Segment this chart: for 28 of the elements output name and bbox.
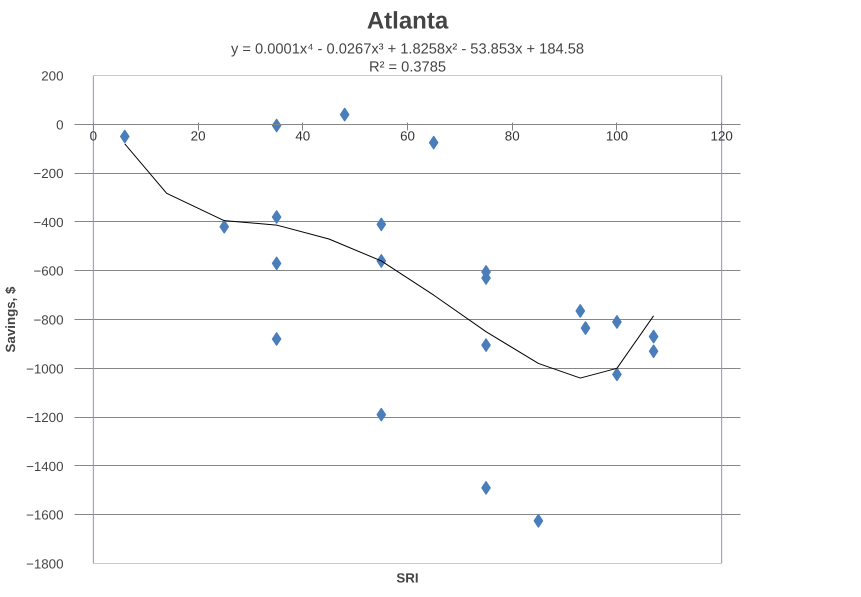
x-tick-label: 40 [295, 128, 310, 144]
point [340, 108, 350, 122]
y-tick-label: −200 [33, 166, 64, 182]
text: R² = 0.3785 [369, 60, 446, 76]
x-tick-label: 80 [504, 128, 520, 144]
y-tick-label: 200 [41, 68, 64, 84]
point [428, 136, 439, 150]
y-tick-label: −1600 [26, 508, 64, 523]
chart-title: Atlanta [366, 8, 449, 34]
y-tick-label: −1800 [26, 556, 64, 572]
x-tick-label: 100 [606, 128, 628, 144]
y-tick-label: −800 [33, 312, 64, 328]
y-tick-label: −400 [33, 214, 64, 230]
x-axis-title: SRI [396, 570, 419, 586]
point [120, 130, 130, 144]
y-tick-label: 0 [56, 117, 64, 132]
y-tick-label: −1200 [26, 410, 64, 426]
point [219, 220, 230, 234]
point [376, 408, 386, 422]
y-tick-label: −1000 [26, 361, 64, 376]
y-tick-label: −1400 [26, 458, 64, 474]
x-tick-label: 60 [400, 128, 415, 144]
point [575, 304, 586, 318]
x-tick-label: 20 [190, 128, 206, 144]
point [376, 217, 386, 232]
text: y = 0.0001x⁴ - 0.0267x³ + 1.8258x² - 53.853x + 184.58 [231, 42, 584, 58]
y-axis-title: Savings, $ [3, 286, 18, 352]
y-tick-label: −600 [33, 264, 64, 279]
